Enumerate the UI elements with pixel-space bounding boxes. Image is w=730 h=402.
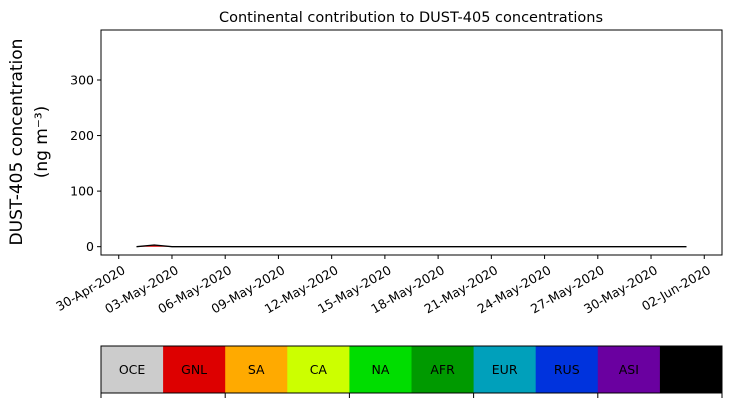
chart-title: Continental contribution to DUST-405 con… [219,10,603,26]
plot-area [100,29,723,256]
legend-swatch-afr [411,346,475,393]
legend-swatch-asi [597,346,661,393]
legend-label-na: NA [371,362,389,377]
legend-swatch-gnl [163,346,226,393]
legend-label-rus: RUS [554,362,580,377]
legend-swatch-na [349,346,412,393]
legend-swatch-aus [659,346,723,393]
y-axis-unit: (ng m⁻³) [32,106,52,179]
legend-label-asi: ASI [619,362,639,377]
legend-label-oce: OCE [119,362,146,377]
y-tick-label: 0 [86,239,94,254]
y-axis: 0 100 200 300 [70,73,101,254]
y-axis-label: DUST-405 concentration (ng m⁻³) [7,39,52,246]
legend-frame [100,345,723,394]
legend-label-ca: CA [310,362,328,377]
legend-label-gnl: GNL [181,362,207,377]
legend-colorbar: OCE GNL SA CA NA AFR EUR RUS ASI AUS [100,345,723,398]
legend-label-afr: AFR [430,362,455,377]
y-axis-title: DUST-405 concentration [7,39,27,246]
legend-swatch-ca [287,346,350,393]
total-concentration-line [136,244,687,248]
legend-swatch-rus [535,346,599,393]
legend-label-sa: SA [248,362,265,377]
y-tick-label: 300 [70,73,94,88]
legend-label-eur: EUR [492,362,518,377]
legend-swatch-eur [473,346,537,393]
y-tick-label: 100 [70,184,94,199]
legend-label-aus: AUS [678,362,704,377]
x-axis: 30-Apr-202003-May-202006-May-202009-May-… [53,255,713,316]
legend-swatch-oce [101,346,164,393]
legend-swatch-sa [225,346,288,393]
plot-frame [100,29,723,256]
y-tick-label: 200 [70,128,94,143]
